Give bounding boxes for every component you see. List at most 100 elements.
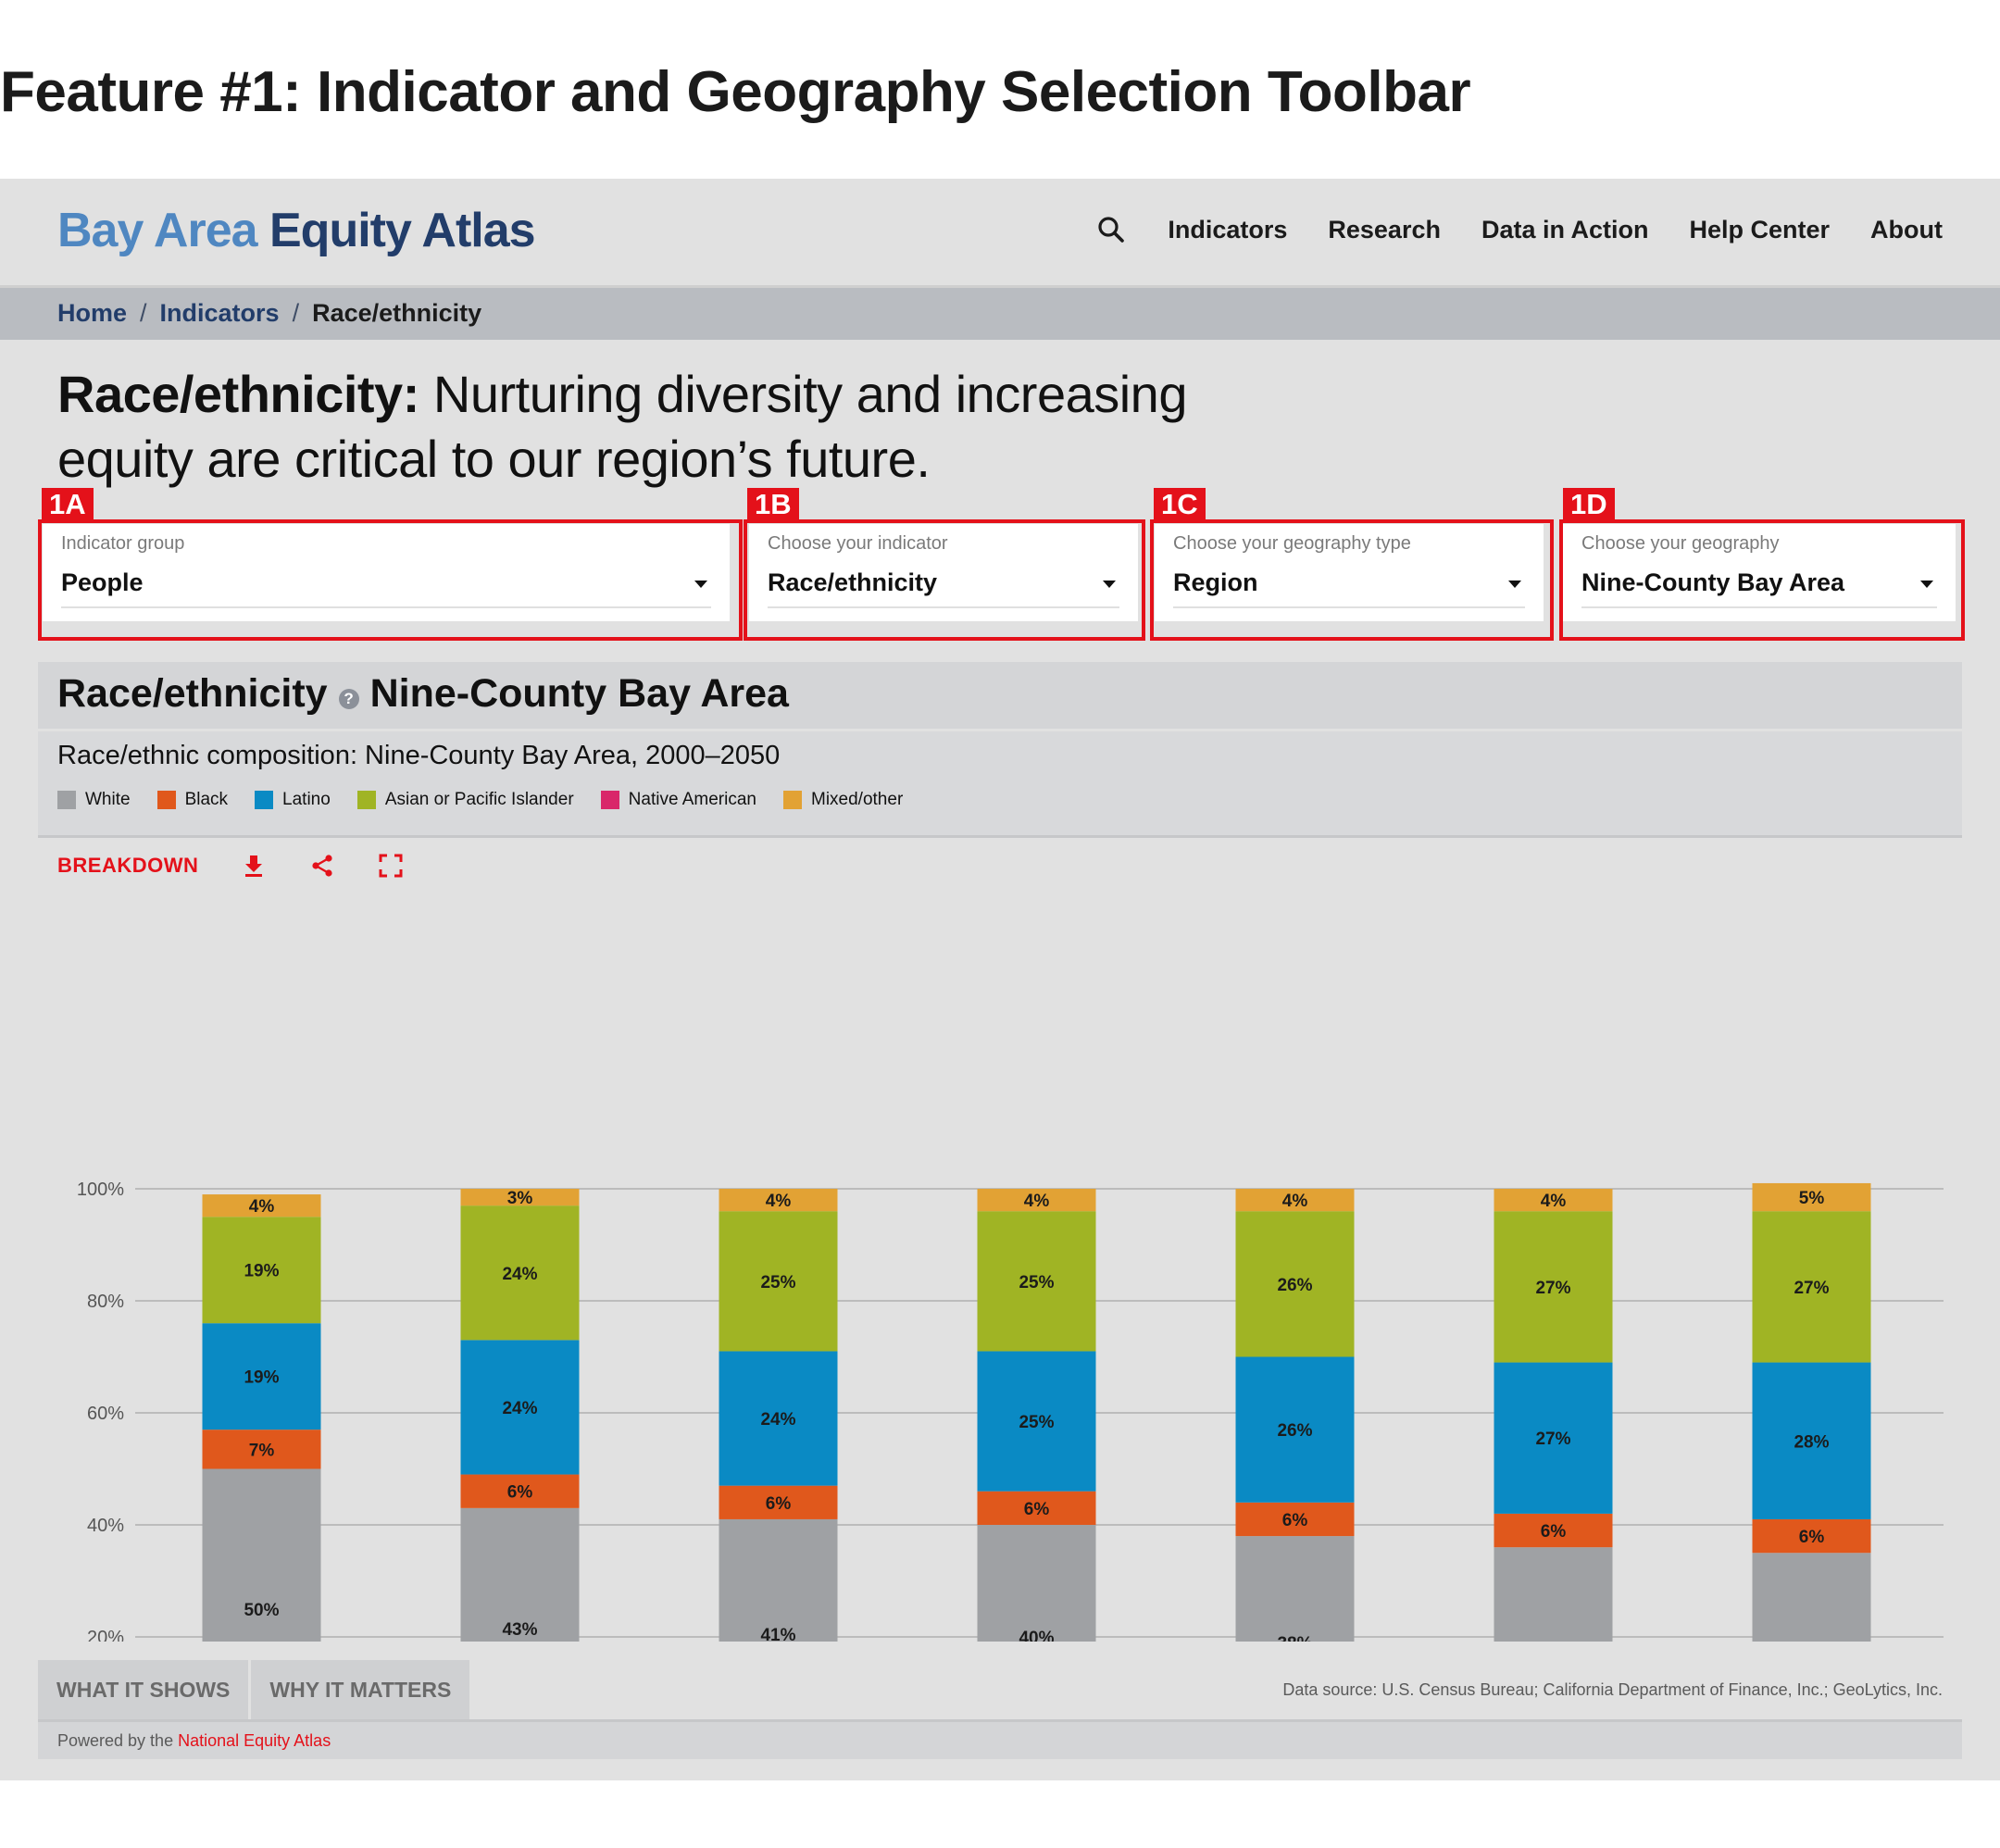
app-screenshot: Bay Area Equity Atlas Indicators Researc… bbox=[0, 179, 2000, 1780]
data-label: 41% bbox=[760, 1626, 795, 1642]
data-label: 27% bbox=[1794, 1279, 1829, 1298]
select-underline bbox=[1173, 606, 1525, 608]
breadcrumb-indicators[interactable]: Indicators bbox=[159, 299, 280, 327]
caret-down-icon bbox=[1508, 581, 1521, 588]
annotation-box-1a: 1A bbox=[38, 488, 743, 641]
breadcrumb-home[interactable]: Home bbox=[57, 299, 128, 327]
bar-segment bbox=[460, 1340, 580, 1475]
legend-swatch bbox=[783, 791, 802, 809]
nav-indicators[interactable]: Indicators bbox=[1168, 215, 1288, 243]
select-underline bbox=[61, 606, 711, 608]
select-value: Region bbox=[1173, 568, 1258, 596]
bar-segment bbox=[202, 1468, 321, 1642]
headline-text: Nurturing diversity and increasing equit… bbox=[57, 365, 1187, 488]
indicator-group-select[interactable]: Indicator group People bbox=[43, 524, 730, 621]
bar-segment bbox=[460, 1189, 580, 1206]
data-label: 4% bbox=[1541, 1192, 1567, 1211]
feature-title: Feature #1: Indicator and Geography Sele… bbox=[0, 60, 1471, 124]
bar-segment bbox=[1235, 1356, 1355, 1503]
search-icon[interactable] bbox=[1095, 214, 1127, 245]
geography-select[interactable]: Choose your geography Nine-County Bay Ar… bbox=[1563, 524, 1956, 621]
legend-label: Mixed/other bbox=[811, 790, 904, 809]
legend-item-native-american[interactable]: Native American bbox=[600, 790, 756, 810]
legend-item-black[interactable]: Black bbox=[156, 790, 229, 810]
nav-research[interactable]: Research bbox=[1328, 215, 1441, 243]
legend-swatch bbox=[156, 791, 176, 809]
data-label: 4% bbox=[766, 1192, 792, 1211]
annotation-tag: 1B bbox=[747, 488, 799, 521]
tab-what-it-shows[interactable]: WHAT IT SHOWS bbox=[38, 1660, 249, 1719]
bar-segment bbox=[1752, 1362, 1871, 1519]
bar-segment bbox=[1752, 1182, 1871, 1212]
share-icon[interactable] bbox=[309, 853, 335, 879]
help-icon[interactable]: ? bbox=[338, 688, 359, 709]
fullscreen-icon[interactable] bbox=[378, 853, 404, 879]
panel-title-indicator: Race/ethnicity bbox=[57, 671, 328, 716]
bar-segment bbox=[1752, 1553, 1871, 1642]
bar-segment bbox=[1235, 1189, 1355, 1212]
national-equity-atlas-link[interactable]: National Equity Atlas bbox=[178, 1731, 331, 1750]
bar-segment bbox=[1494, 1189, 1613, 1212]
tab-why-it-matters[interactable]: WHY IT MATTERS bbox=[251, 1660, 470, 1719]
bar-segment bbox=[1494, 1547, 1613, 1642]
legend-label: Asian or Pacific Islander bbox=[384, 790, 574, 809]
legend-item-white[interactable]: White bbox=[57, 790, 131, 810]
bar-segment bbox=[977, 1211, 1096, 1352]
legend-swatch bbox=[255, 791, 274, 809]
caret-down-icon bbox=[694, 581, 707, 588]
breadcrumb-current: Race/ethnicity bbox=[312, 299, 482, 327]
breadcrumb-separator: / bbox=[140, 299, 147, 327]
bar-segment bbox=[977, 1491, 1096, 1525]
legend-label: White bbox=[85, 790, 131, 809]
powered-by-prefix: Powered by the bbox=[57, 1731, 174, 1750]
bar-segment bbox=[1494, 1211, 1613, 1363]
data-label: 27% bbox=[1535, 1279, 1570, 1298]
geography-type-select[interactable]: Choose your geography type Region bbox=[1155, 524, 1544, 621]
panel-title-geography: Nine-County Bay Area bbox=[369, 671, 789, 716]
breakdown-button[interactable]: BREAKDOWN bbox=[57, 854, 199, 877]
bar-segment bbox=[719, 1485, 838, 1519]
y-tick-label: 80% bbox=[87, 1292, 124, 1312]
y-tick-label: 20% bbox=[87, 1628, 124, 1642]
headline-bold: Race/ethnicity: bbox=[57, 365, 419, 423]
site-header: Bay Area Equity Atlas Indicators Researc… bbox=[0, 179, 2000, 288]
data-label: 36% bbox=[1535, 1640, 1570, 1642]
bar-segment bbox=[202, 1430, 321, 1469]
bar-segment bbox=[1235, 1502, 1355, 1537]
data-source-note: Data source: U.S. Census Bureau; Califor… bbox=[1282, 1680, 1943, 1699]
nav-help-center[interactable]: Help Center bbox=[1689, 215, 1831, 243]
bar-segment bbox=[1494, 1362, 1613, 1514]
bar-segment bbox=[460, 1507, 580, 1642]
nav-about[interactable]: About bbox=[1870, 215, 1943, 243]
bar-segment bbox=[1494, 1513, 1613, 1548]
legend-item-latino[interactable]: Latino bbox=[255, 790, 331, 810]
data-label: 50% bbox=[244, 1601, 279, 1620]
bar-segment bbox=[977, 1351, 1096, 1492]
legend-item-mixed-other[interactable]: Mixed/other bbox=[783, 790, 903, 810]
bar-segment bbox=[977, 1525, 1096, 1642]
legend-swatch bbox=[356, 791, 376, 809]
data-label: 3% bbox=[507, 1189, 533, 1208]
indicator-select[interactable]: Choose your indicator Race/ethnicity bbox=[749, 524, 1138, 621]
y-tick-label: 60% bbox=[87, 1404, 124, 1424]
nav-data-in-action[interactable]: Data in Action bbox=[1481, 215, 1649, 243]
download-icon[interactable] bbox=[241, 853, 267, 879]
powered-by: Powered by the National Equity Atlas bbox=[57, 1731, 331, 1751]
legend-item-asian-pacific-islander[interactable]: Asian or Pacific Islander bbox=[356, 790, 574, 810]
legend-swatch bbox=[600, 791, 619, 809]
chart-tabs: WHAT IT SHOWS WHY IT MATTERS bbox=[38, 1660, 470, 1719]
select-label: Choose your indicator bbox=[768, 533, 948, 554]
main-nav: Indicators Research Data in Action Help … bbox=[1095, 214, 1943, 245]
chart-panel-header: Race/ethnicity ? Nine-County Bay Area bbox=[38, 662, 1962, 729]
data-label: 6% bbox=[507, 1483, 533, 1503]
data-label: 24% bbox=[760, 1410, 795, 1430]
annotation-tag: 1C bbox=[1154, 488, 1206, 521]
logo-part-equity-atlas: Equity Atlas bbox=[269, 204, 536, 257]
legend-label: Black bbox=[184, 790, 229, 809]
site-logo[interactable]: Bay Area Equity Atlas bbox=[57, 203, 536, 258]
select-underline bbox=[1581, 606, 1937, 608]
caret-down-icon bbox=[1103, 581, 1116, 588]
annotation-box-1b: 1B bbox=[744, 488, 1145, 641]
bar-segment bbox=[202, 1194, 321, 1217]
data-label: 24% bbox=[502, 1399, 537, 1418]
